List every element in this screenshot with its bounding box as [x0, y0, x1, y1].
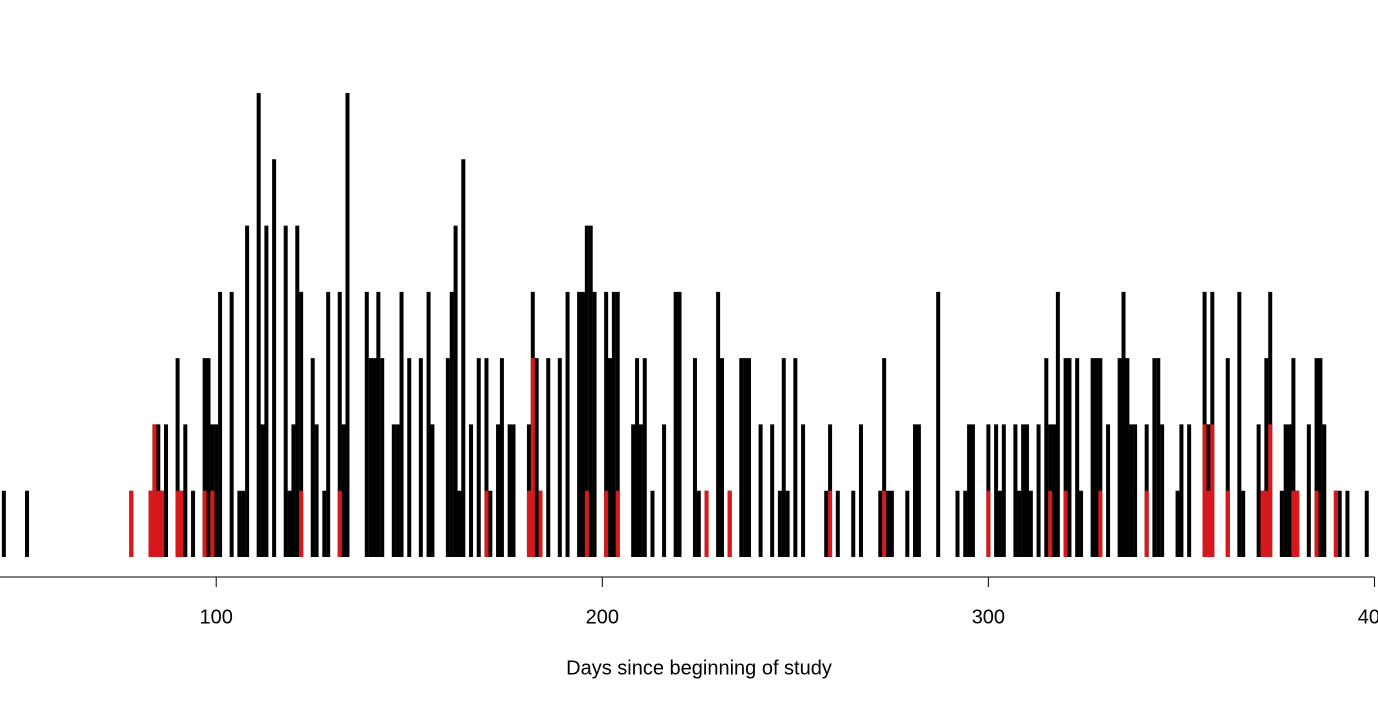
- x-tick-label: 200: [586, 606, 619, 628]
- x-axis-label: Days since beginning of study: [566, 657, 832, 679]
- x-tick-label: 100: [200, 606, 233, 628]
- x-tick-label: 400: [1358, 606, 1378, 628]
- x-tick-label: 300: [972, 606, 1005, 628]
